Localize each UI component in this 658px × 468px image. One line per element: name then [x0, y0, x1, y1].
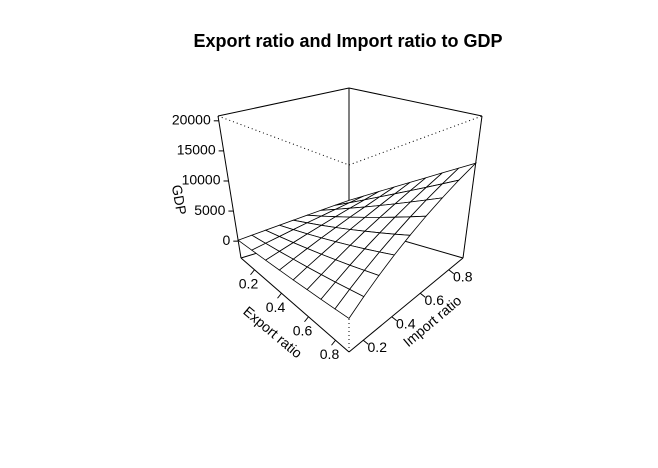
x-tick: [250, 269, 255, 276]
z-tick-label: 5000: [194, 202, 225, 218]
x-tick: [331, 339, 336, 346]
box-edge: [217, 87, 350, 117]
box-edge: [348, 257, 464, 353]
y-tick: [419, 292, 426, 298]
box-edge: [348, 115, 483, 166]
y-tick: [391, 316, 398, 322]
y-tick: [362, 339, 369, 345]
z-tick-label: 10000: [182, 172, 221, 188]
z-axis-label: GDP: [169, 183, 190, 216]
box-edge: [462, 115, 483, 259]
y-tick-label: 0.2: [368, 339, 388, 355]
y-tick-label: 0.4: [396, 315, 416, 331]
y-tick: [448, 269, 455, 275]
x-tick: [277, 292, 282, 299]
chart-title: Export ratio and Import ratio to GDP: [193, 31, 502, 51]
box-edge: [217, 115, 242, 259]
z-tick-label: 0: [222, 232, 230, 248]
x-tick-label: 0.4: [266, 299, 286, 315]
y-tick-label: 0.6: [425, 292, 445, 308]
x-tick-label: 0.6: [293, 322, 313, 338]
surface-facet: [334, 288, 365, 319]
box-edge: [217, 115, 350, 166]
z-tick-label: 15000: [177, 142, 216, 158]
box-edge: [348, 87, 483, 117]
x-tick-label: 0.8: [320, 346, 340, 362]
box-edge: [240, 257, 350, 353]
y-tick-label: 0.8: [453, 268, 473, 284]
x-tick-label: 0.2: [239, 275, 259, 291]
x-tick: [304, 316, 309, 323]
z-tick-label: 20000: [172, 112, 211, 128]
